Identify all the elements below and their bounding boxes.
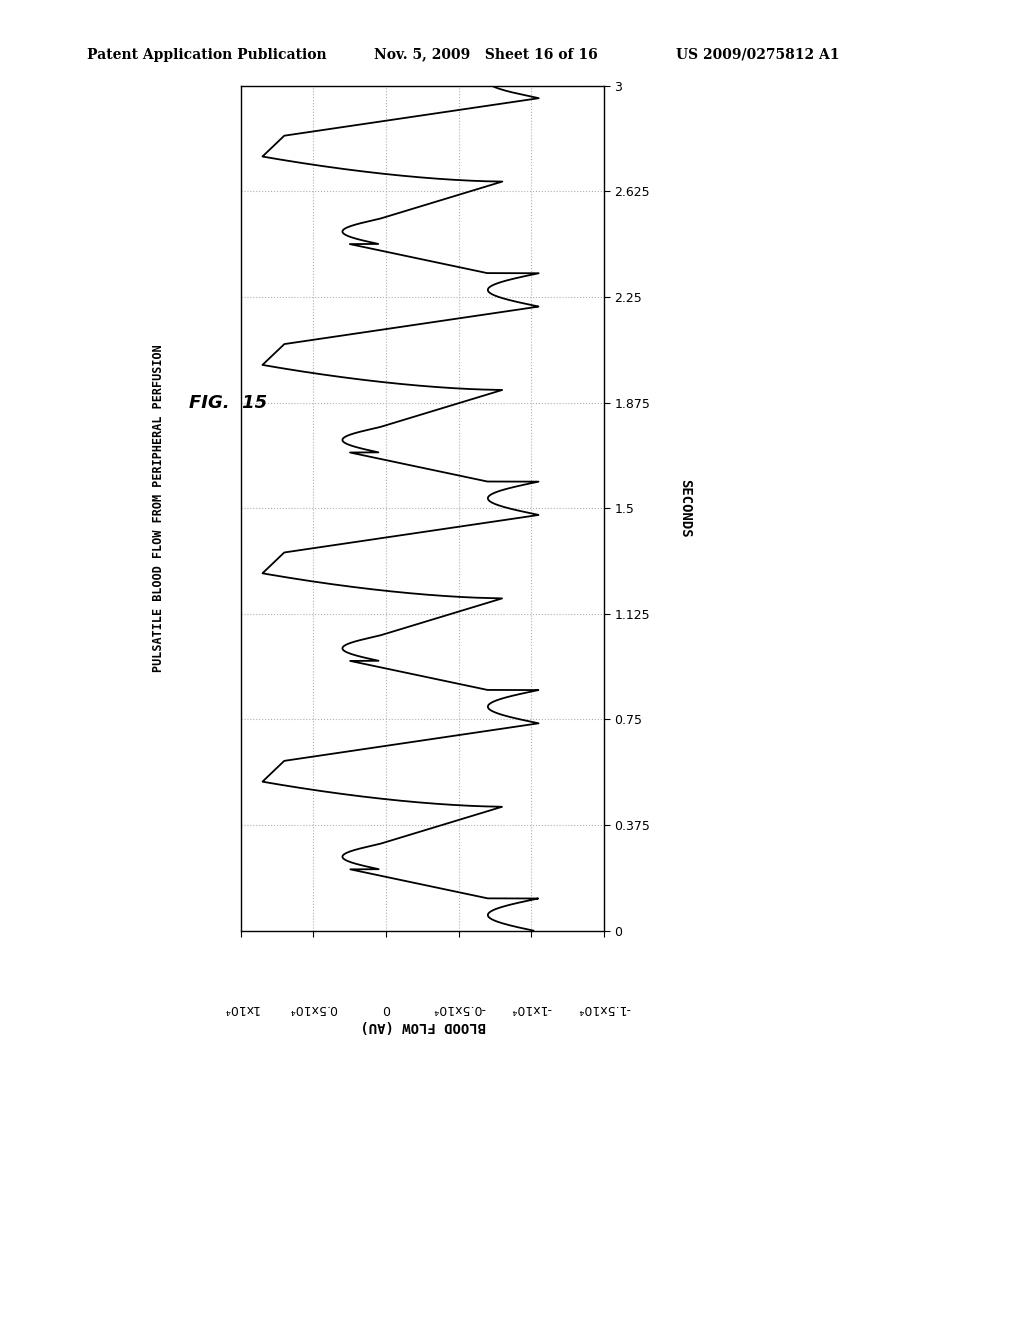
Text: -1x10⁴: -1x10⁴ <box>511 1002 552 1015</box>
Text: 1x10⁴: 1x10⁴ <box>222 1002 259 1015</box>
Text: 0: 0 <box>382 1002 390 1015</box>
Text: -1.5x10⁴: -1.5x10⁴ <box>578 1002 631 1015</box>
Text: FIG.  15: FIG. 15 <box>189 393 267 412</box>
Text: Patent Application Publication: Patent Application Publication <box>87 48 327 62</box>
Text: 0.5x10⁴: 0.5x10⁴ <box>289 1002 338 1015</box>
Text: PULSATILE BLOOD FLOW FROM PERIPHERAL PERFUSION: PULSATILE BLOOD FLOW FROM PERIPHERAL PER… <box>153 345 165 672</box>
Text: US 2009/0275812 A1: US 2009/0275812 A1 <box>676 48 840 62</box>
Text: Nov. 5, 2009   Sheet 16 of 16: Nov. 5, 2009 Sheet 16 of 16 <box>374 48 598 62</box>
Text: -0.5x10⁴: -0.5x10⁴ <box>432 1002 485 1015</box>
Y-axis label: SECONDS: SECONDS <box>678 479 692 537</box>
Text: BLOOD FLOW (AU): BLOOD FLOW (AU) <box>360 1019 485 1034</box>
